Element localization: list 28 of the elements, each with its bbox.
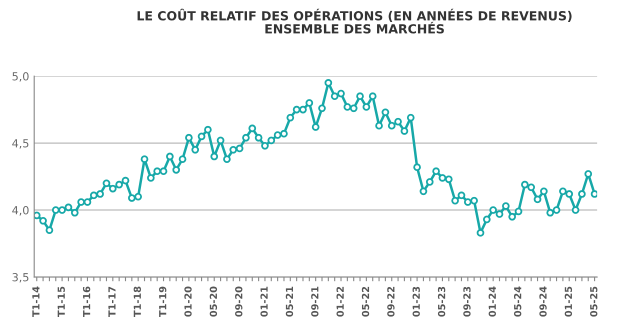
x-tick-label: 09-24 (539, 286, 547, 317)
y-tick-label: 3,5 (12, 272, 28, 283)
x-tick-label: 09-23 (463, 286, 471, 317)
x-tick-label: T1-15 (58, 286, 65, 317)
x-tick-label: 05-24 (514, 286, 522, 317)
y-tick-label: 4,5 (12, 139, 28, 149)
x-tick-label: 05-21 (286, 286, 294, 317)
x-tick-label: 01-24 (488, 286, 496, 317)
x-tick-label: 05-25 (590, 286, 598, 317)
x-tick-label: T1-17 (108, 286, 116, 317)
y-tick-label: 4,0 (12, 206, 29, 216)
x-tick-label: T1-14 (32, 286, 40, 317)
x-tick-label: 01-21 (260, 286, 268, 317)
x-tick-label: 01-22 (336, 286, 344, 317)
x-tick-label: 01-20 (184, 286, 192, 317)
y-tick-label: 5,0 (12, 72, 29, 82)
x-tick-label: 05-22 (362, 286, 370, 317)
x-tick-label: T1-16 (82, 286, 90, 317)
x-tick-label: 09-22 (387, 286, 395, 317)
x-tick-label: 01-23 (412, 286, 420, 317)
x-tick-label: 01-25 (564, 286, 572, 317)
chart-title: LE COÛT RELATIF DES OPÉRATIONS (EN ANNÉES DE REVENUS) ENSEMBLE DES MARCHÉS (138, 8, 572, 34)
x-tick-label: T1-19 (159, 286, 166, 317)
x-tick-label: T1-18 (134, 286, 141, 317)
x-tick-label: 05-23 (438, 286, 446, 317)
x-tick-label: 09-21 (311, 286, 318, 317)
x-tick-label: 05-20 (210, 286, 218, 317)
x-tick-label: 09-20 (235, 286, 242, 317)
